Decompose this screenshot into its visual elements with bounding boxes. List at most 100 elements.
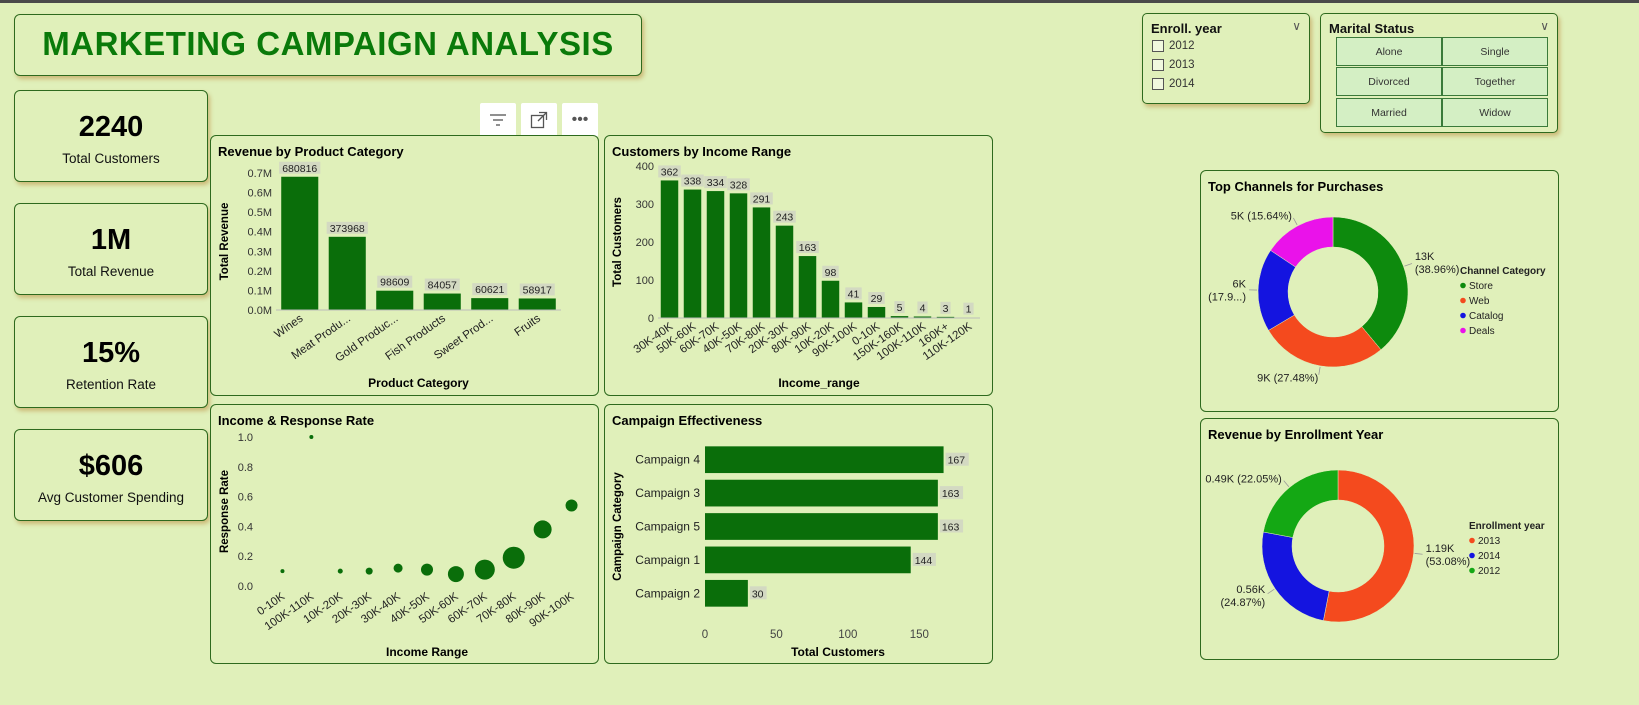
data-label-bg: [912, 552, 936, 566]
bar-60k-70k: [706, 191, 725, 318]
data-label-bg: [894, 301, 905, 314]
data-label: 0.56K: [1236, 584, 1265, 596]
data-label: (38.96%): [1415, 264, 1460, 276]
chevron-down-icon[interactable]: ∨: [1540, 19, 1549, 33]
data-label-bg: [939, 486, 964, 500]
x-tick-label: 100: [838, 629, 857, 641]
leader-line: [1283, 480, 1290, 488]
revenue-by-product-panel[interactable]: Revenue by Product Category 0.0M 0.1M 0.2M…: [210, 135, 599, 396]
data-label: 30: [752, 588, 764, 600]
bar-wines: [281, 176, 319, 310]
data-label: 84057: [428, 280, 457, 292]
top-channels-chart: 13K(38.96%) 9K (27.48%) 6K(17.9...) 5K (15.…: [1208, 210, 1546, 384]
revenue-by-product-chart: 0.0M 0.1M 0.2M 0.3M 0.4M 0.5M 0.6M 0.7M 680816 Wi…: [219, 161, 561, 390]
revenue-by-enrollment-chart: 1.19K(53.08%) 0.56K(24.87%) 0.49K (22.05%)…: [1205, 469, 1545, 623]
y-tick-label: 0: [648, 313, 654, 325]
bar-10k-20k: [821, 280, 840, 318]
marital-option-widow[interactable]: Widow: [1442, 98, 1548, 127]
bar-50k-60k: [683, 189, 702, 318]
option-label: 2013: [1169, 59, 1195, 71]
checkbox[interactable]: [1152, 59, 1164, 71]
data-label-bg: [750, 192, 773, 205]
leader-line: [1293, 217, 1298, 226]
slice-2013: [1323, 469, 1415, 623]
slicer-option-2014[interactable]: 2014: [1152, 78, 1195, 90]
y-tick-label: Campaign 3: [635, 486, 700, 500]
point-0-10k: [280, 569, 285, 574]
bar-80k-90k: [798, 256, 817, 318]
data-label: 362: [661, 166, 679, 178]
point-100k-110k: [309, 435, 314, 439]
point-90k-100k: [565, 499, 578, 512]
data-label-bg: [727, 178, 750, 191]
bar-40k-50k: [729, 193, 748, 318]
more-options-icon[interactable]: •••: [562, 103, 598, 137]
data-label-bg: [796, 241, 819, 254]
data-label: 58917: [523, 284, 552, 296]
y-tick-label: 1.0: [238, 432, 253, 444]
marital-option-alone[interactable]: Alone: [1336, 37, 1442, 66]
slicer-option-2012[interactable]: 2012: [1152, 40, 1195, 52]
campaign-effectiveness-panel[interactable]: Campaign Effectiveness 0 50 100 150 167 Campa…: [604, 404, 993, 664]
bar-150k-160k: [890, 316, 909, 318]
data-label-bg: [939, 519, 964, 533]
marital-option-divorced[interactable]: Divorced: [1336, 67, 1442, 96]
data-label-bg: [519, 283, 555, 296]
top-channels-panel[interactable]: Top Channels for Purchases 13K (38.96%) 9K…: [1200, 170, 1559, 412]
checkbox[interactable]: [1152, 40, 1164, 52]
marital-option-married[interactable]: Married: [1336, 98, 1442, 127]
slicer-option-2013[interactable]: 2013: [1152, 59, 1195, 71]
data-label: 6K: [1233, 278, 1247, 290]
data-label: 338: [684, 176, 702, 188]
y-axis-title: Campaign Category: [612, 472, 624, 581]
bar-30k-40k: [660, 180, 679, 318]
data-label: 4: [920, 302, 926, 314]
bar-20k-30k: [775, 225, 794, 318]
leader-line: [1414, 553, 1423, 555]
data-label: 41: [848, 288, 860, 300]
kpi-label: Avg Customer Spending: [37, 490, 185, 505]
y-tick-label: 0.0M: [248, 305, 272, 317]
data-label-bg: [279, 161, 321, 174]
y-tick-label: 300: [636, 199, 654, 211]
y-tick-label: 0.8: [238, 462, 253, 474]
data-label: 163: [942, 522, 960, 534]
data-label-bg: [945, 452, 969, 466]
data-label: 5K (15.64%): [1231, 210, 1292, 222]
chevron-down-icon[interactable]: ∨: [1292, 19, 1301, 33]
kpi-card-total-revenue: 1M Total Revenue: [14, 203, 208, 295]
focus-mode-icon[interactable]: [521, 103, 557, 137]
data-label: (17.9...): [1208, 291, 1246, 303]
data-label: 3: [943, 303, 949, 315]
revenue-by-enrollment-panel[interactable]: Revenue by Enrollment Year 1.19K (53.08%)…: [1200, 418, 1559, 660]
x-axis-title: Income_range: [778, 376, 860, 390]
chart-title: Top Channels for Purchases: [1208, 179, 1384, 194]
marital-option-together[interactable]: Together: [1442, 67, 1548, 96]
chart-title: Campaign Effectiveness: [612, 413, 763, 428]
slice-store: [1332, 216, 1409, 351]
kpi-label: Total Customers: [62, 151, 160, 166]
filter-icon[interactable]: [480, 103, 516, 137]
bar-campaign-5: [705, 513, 938, 540]
point-10k-20k: [337, 568, 343, 574]
kpi-value: 15%: [81, 337, 141, 369]
bar-campaign-3: [705, 479, 938, 507]
y-tick-label: 0.2: [238, 551, 253, 563]
y-axis-title: Response Rate: [219, 470, 231, 553]
point-60k-70k: [474, 559, 495, 580]
y-tick-label: 0.2M: [248, 266, 272, 278]
customers-by-income-panel[interactable]: Customers by Income Range 0 100 200 300 400 3…: [604, 135, 993, 396]
legend-title: Channel Category: [1460, 266, 1546, 277]
legend-marker: [1469, 537, 1475, 544]
checkbox[interactable]: [1152, 78, 1164, 90]
marital-option-single[interactable]: Single: [1442, 37, 1548, 66]
kpi-card-avg-spending: $606 Avg Customer Spending: [14, 429, 208, 521]
data-label: 98609: [380, 277, 409, 289]
leader-line: [1318, 366, 1321, 375]
slicer-title: Enroll. year: [1151, 21, 1222, 36]
point-70k-80k: [502, 546, 525, 569]
income-response-panel[interactable]: Income & Response Rate 0.0 0.2 0.4 0.6 0.8 1.…: [210, 404, 599, 664]
data-label: 1: [966, 304, 972, 316]
leader-line: [1267, 588, 1275, 595]
